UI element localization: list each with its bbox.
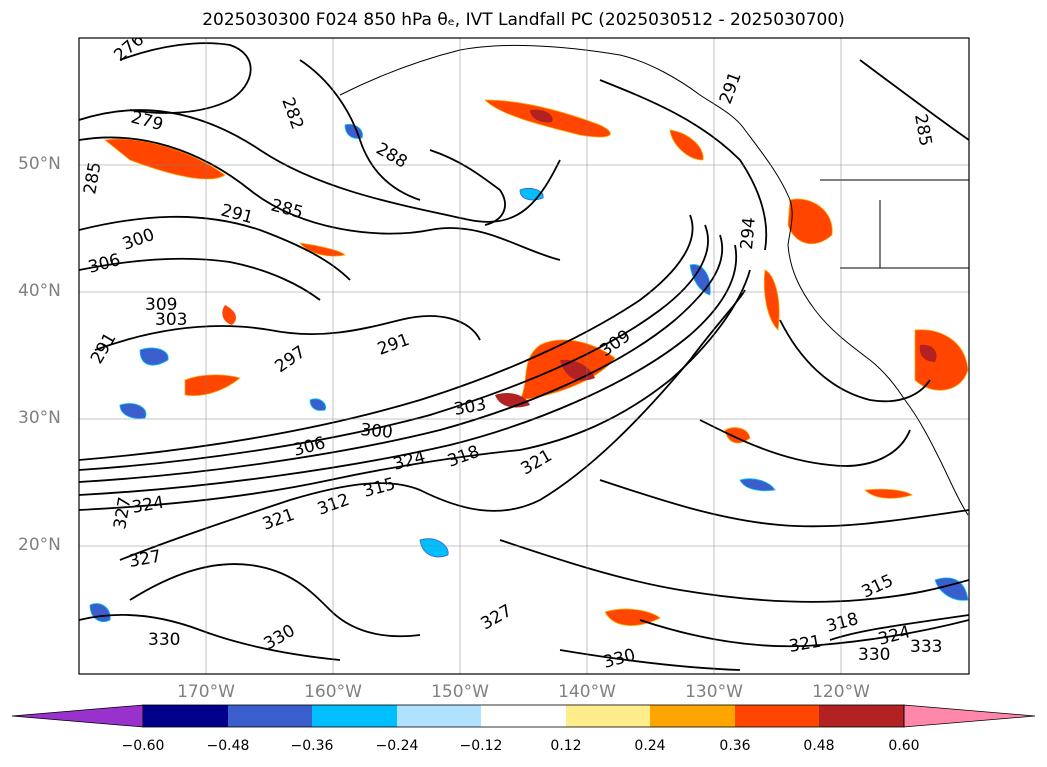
colorbar-tick-label: −0.60 — [121, 738, 165, 754]
contour-line — [79, 136, 561, 261]
colorbar-tick-label: 0.24 — [634, 738, 666, 754]
shading-patch — [787, 198, 833, 244]
colorbar-tick-label: 0.36 — [719, 738, 751, 754]
colorbar-tick-label: −0.24 — [375, 738, 419, 754]
contour-line — [639, 619, 969, 648]
contour-line — [499, 539, 969, 603]
colorbar-tick-label: −0.48 — [206, 738, 250, 754]
contour-label: 330 — [148, 630, 180, 650]
colorbar-extend-max — [903, 704, 1036, 728]
shading-patch — [222, 305, 236, 325]
lat-label: 40°N — [18, 281, 61, 301]
colorbar — [11, 704, 1036, 728]
contour-line — [829, 614, 969, 641]
shading-patch — [139, 347, 169, 366]
theta-e-contours — [79, 42, 969, 671]
shading-patch — [104, 138, 226, 180]
colorbar-bin — [228, 705, 312, 727]
shading-patch — [530, 109, 553, 123]
contour-line — [129, 563, 421, 638]
contour-line — [79, 215, 351, 281]
shading-patch — [864, 488, 913, 499]
colorbar-bin — [143, 705, 228, 727]
contour-label: 309 — [145, 295, 177, 315]
graticule — [79, 38, 969, 674]
baja-coast — [904, 399, 969, 516]
contour-line — [79, 613, 341, 661]
contour-line — [79, 234, 724, 483]
lon-label: 120°W — [812, 682, 870, 702]
lon-label: 160°W — [304, 682, 362, 702]
colorbar-bin — [481, 705, 566, 727]
colorbar-outline — [142, 704, 905, 728]
colorbar-tick-label: −0.36 — [290, 738, 334, 754]
contour-line — [429, 149, 506, 226]
canada-coast — [744, 129, 793, 246]
coastlines — [339, 44, 969, 516]
contour-label: 303 — [155, 310, 187, 330]
contour-line — [79, 269, 751, 511]
shading-patch — [724, 427, 751, 444]
colorbar-bin — [397, 705, 481, 727]
lat-label: 50°N — [18, 154, 61, 174]
contour-label: 294 — [737, 216, 760, 250]
contour-line — [79, 109, 561, 223]
contour-line — [119, 42, 252, 114]
contour-line — [79, 214, 694, 461]
alaska-coast — [339, 44, 746, 131]
shading-patch — [739, 478, 776, 492]
shading-patch — [919, 344, 937, 362]
shading-patch — [299, 242, 346, 257]
shading-patch — [184, 374, 241, 397]
contour-label: 300 — [360, 420, 394, 443]
contour-line — [79, 257, 321, 301]
us-borders — [820, 179, 969, 269]
colorbar-tick-label: 0.60 — [888, 738, 920, 754]
lon-label: 140°W — [558, 682, 616, 702]
shading-patch — [119, 403, 147, 419]
map-frame — [78, 37, 970, 675]
colorbar-bin — [312, 705, 397, 727]
contour-line — [299, 59, 421, 201]
lon-label: 150°W — [431, 682, 489, 702]
colorbar-bin — [819, 705, 904, 727]
map-panel: 276 279 282 285 285 285 288 291 291 291 … — [79, 38, 969, 674]
map-title: 2025030300 F024 850 hPa θₑ, IVT Landfall… — [202, 10, 845, 30]
lat-label: 20°N — [18, 535, 61, 555]
shading-patch — [934, 577, 969, 601]
colorbar-tick-label: 0.48 — [803, 738, 835, 754]
shading-patch — [309, 398, 327, 411]
contour-line — [599, 79, 768, 251]
contour-line — [94, 315, 481, 351]
contour-line — [599, 479, 969, 528]
contour-line — [79, 224, 709, 471]
shading-patch — [419, 538, 449, 558]
colorbar-bin — [650, 705, 735, 727]
lat-label: 30°N — [18, 408, 61, 428]
colorbar-extend-min — [11, 704, 144, 728]
colorbar-bin — [735, 705, 819, 727]
lon-label: 170°W — [177, 682, 235, 702]
shading-patch — [669, 129, 704, 161]
contour-line — [779, 319, 931, 403]
contour-line — [79, 244, 738, 496]
contour-label: 333 — [910, 637, 942, 657]
contour-label: 330 — [858, 645, 890, 665]
contour-line — [859, 59, 969, 141]
colorbar-bin — [566, 705, 650, 727]
colorbar-tick-label: −0.12 — [459, 738, 503, 754]
contour-line — [119, 289, 746, 561]
contour-line — [699, 419, 911, 467]
shading-patch — [914, 329, 969, 391]
contour-line — [559, 649, 741, 671]
colorbar-tick-label: 0.12 — [550, 738, 582, 754]
pc-shading — [89, 99, 969, 626]
lon-label: 130°W — [685, 682, 743, 702]
us-west-coast — [787, 244, 906, 401]
